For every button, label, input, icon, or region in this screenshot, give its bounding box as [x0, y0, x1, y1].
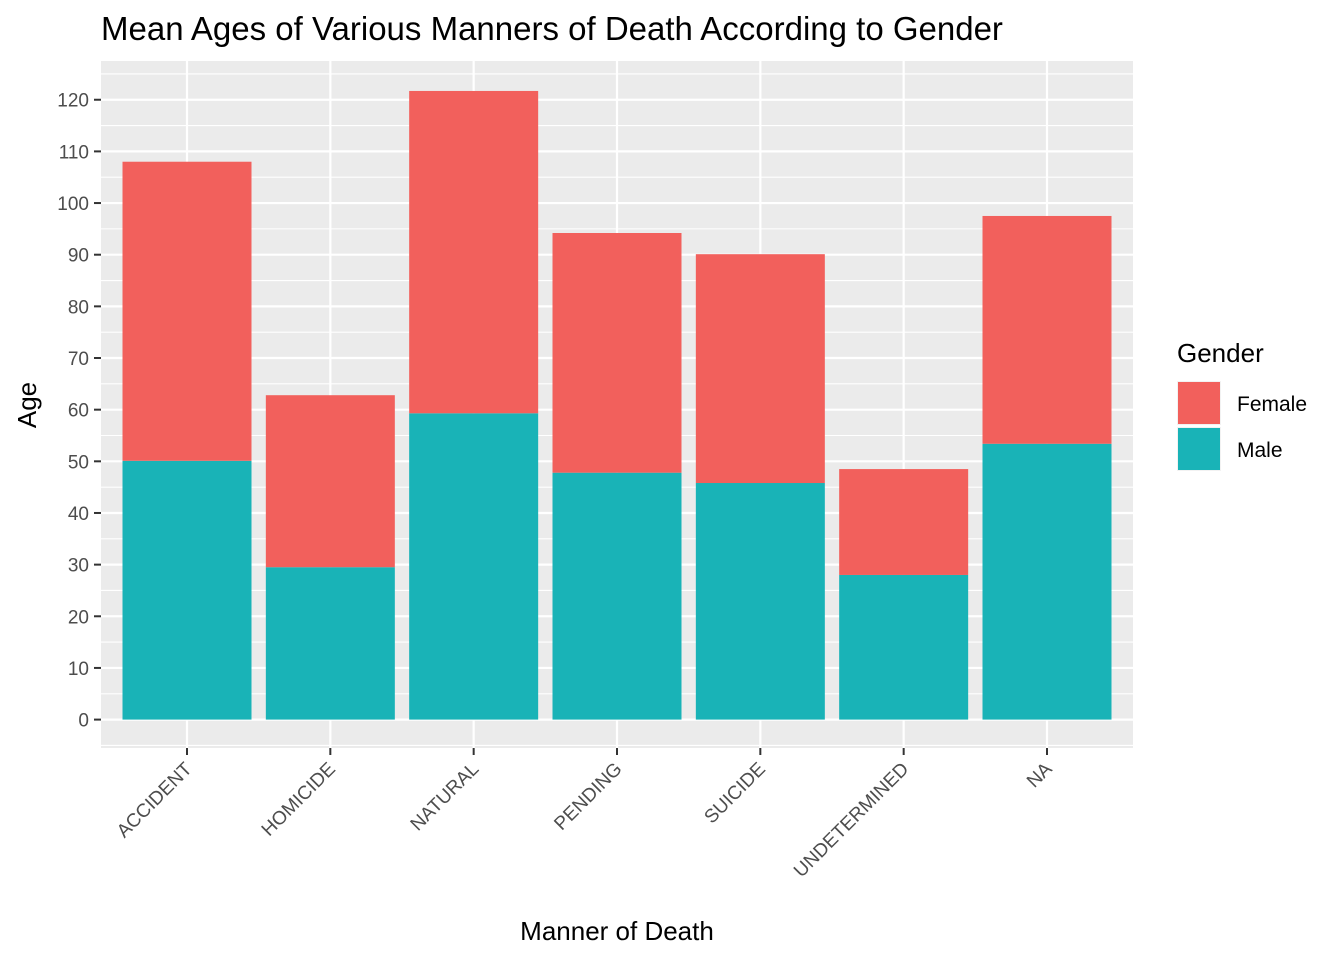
y-tick-label: 30: [68, 556, 89, 577]
bar-male-natural: [409, 413, 539, 720]
y-tick-label: 20: [68, 607, 89, 628]
y-tick-label: 120: [57, 91, 89, 112]
y-tick-label: 70: [68, 349, 89, 370]
x-tick-label: NA: [1023, 758, 1057, 792]
bar-male-homicide: [265, 567, 395, 720]
bars-group: [122, 90, 1112, 720]
y-tick-label: 80: [68, 297, 89, 318]
y-axis-title: Age: [12, 382, 42, 428]
y-tick-label: 60: [68, 401, 89, 422]
bar-male-accident: [122, 460, 252, 720]
y-tick-label: 90: [68, 246, 89, 267]
bar-female-homicide: [265, 395, 395, 568]
y-tick-label: 0: [78, 711, 89, 732]
chart-title: Mean Ages of Various Manners of Death Ac…: [101, 10, 1003, 47]
x-axis: ACCIDENT HOMICIDE NATURAL PENDING SUICIDE UND…: [113, 748, 1057, 882]
legend-items: Female Male: [1177, 381, 1307, 471]
bar-female-accident: [122, 161, 252, 461]
bar-male-na: [982, 443, 1112, 720]
y-tick-label: 100: [57, 194, 89, 215]
legend-label-female: Female: [1237, 393, 1307, 416]
y-axis: 0 10 20 30 40 50 60 70 80 90 100 110 120: [57, 91, 101, 732]
legend-title: Gender: [1177, 338, 1264, 368]
legend-swatch-female: [1178, 382, 1220, 424]
bar-female-pending: [552, 233, 682, 473]
bar-female-suicide: [695, 254, 825, 484]
x-tick-label: HOMICIDE: [258, 759, 340, 841]
x-tick-label: ACCIDENT: [113, 758, 197, 842]
y-tick-label: 10: [68, 659, 89, 680]
bar-female-natural: [409, 90, 539, 414]
x-tick-label: SUICIDE: [701, 759, 770, 828]
bar-male-pending: [552, 472, 682, 720]
legend-label-male: Male: [1237, 439, 1283, 462]
bar-female-na: [982, 215, 1112, 444]
bar-male-undetermined: [839, 574, 969, 720]
legend: Gender Female Male: [1177, 338, 1307, 471]
x-tick-label: NATURAL: [407, 759, 484, 836]
x-tick-label: PENDING: [550, 759, 626, 835]
y-tick-label: 40: [68, 504, 89, 525]
x-tick-label: UNDETERMINED: [790, 759, 913, 882]
y-tick-label: 50: [68, 452, 89, 473]
y-tick-label: 110: [59, 142, 89, 163]
legend-swatch-male: [1178, 428, 1220, 470]
x-axis-title: Manner of Death: [520, 916, 714, 946]
bar-female-undetermined: [839, 469, 969, 575]
bar-male-suicide: [695, 483, 825, 720]
